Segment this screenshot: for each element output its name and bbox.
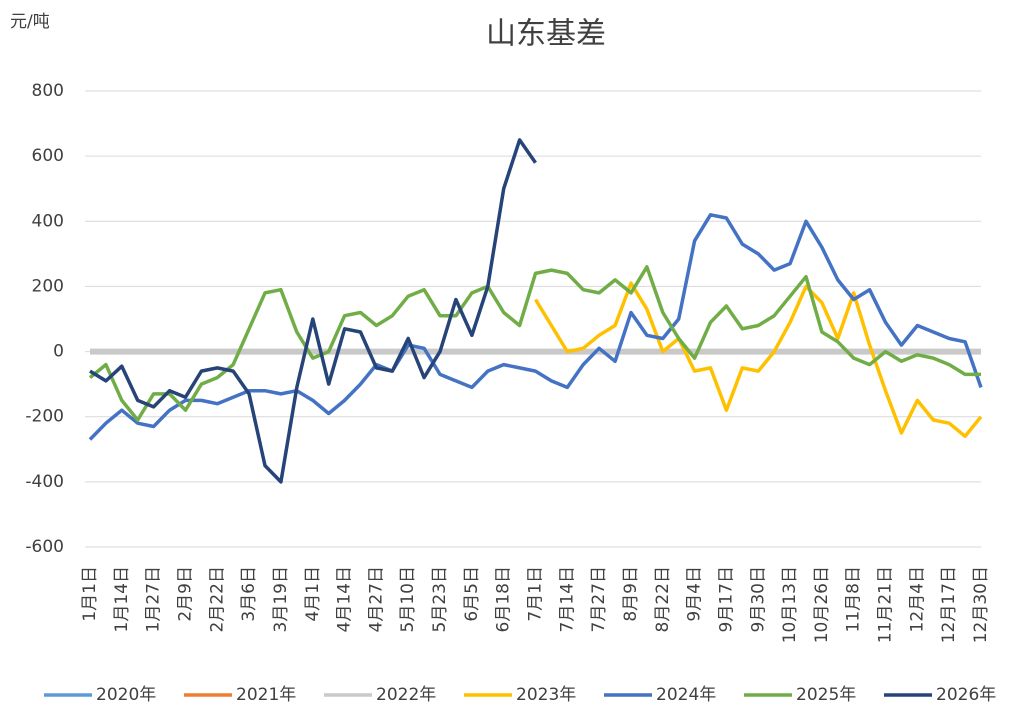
x-tick-label: 11月8日 xyxy=(844,566,864,632)
x-tick-label: 2月9日 xyxy=(175,566,195,622)
x-tick-label: 7月27日 xyxy=(589,566,609,632)
legend-label: 2023年 xyxy=(516,685,576,705)
x-tick-label: 7月1日 xyxy=(526,566,546,622)
x-tick-label: 8月9日 xyxy=(621,566,641,622)
x-tick-label: 10月26日 xyxy=(812,566,832,643)
x-tick-label: 4月27日 xyxy=(366,566,386,632)
y-tick-label: 600 xyxy=(32,146,64,166)
x-tick-label: 1月1日 xyxy=(80,566,100,622)
series-line xyxy=(88,265,981,422)
series-line xyxy=(534,281,983,439)
y-tick-label: 200 xyxy=(32,276,64,296)
x-tick-label: 2月22日 xyxy=(207,566,227,632)
chart-title: 山东基差 xyxy=(486,17,606,52)
y-tick-label: -200 xyxy=(25,407,64,427)
y-axis-label: 元/吨 xyxy=(10,12,50,32)
x-tick-label: 6月18日 xyxy=(494,566,514,632)
x-tick-label: 8月22日 xyxy=(653,566,673,632)
x-tick-label: 4月14日 xyxy=(335,566,355,632)
x-tick-label: 10月13日 xyxy=(780,566,800,643)
legend-label: 2024年 xyxy=(656,685,716,705)
x-tick-label: 7月14日 xyxy=(557,566,577,632)
x-tick-label: 6月5日 xyxy=(462,566,482,622)
legend-label: 2020年 xyxy=(96,685,156,705)
x-tick-label: 5月10日 xyxy=(398,566,418,632)
x-tick-label: 9月30日 xyxy=(748,566,768,632)
x-tick-label: 11月21日 xyxy=(876,566,896,643)
series-line xyxy=(89,138,537,484)
legend-label: 2025年 xyxy=(796,685,856,705)
x-tick-label: 12月4日 xyxy=(907,566,927,632)
x-tick-label: 12月30日 xyxy=(971,566,991,643)
x-tick-label: 1月14日 xyxy=(112,566,132,632)
y-tick-label: -600 xyxy=(25,537,64,557)
x-tick-label: 9月17日 xyxy=(716,566,736,632)
y-tick-label: 400 xyxy=(32,211,64,231)
x-tick-label: 4月1日 xyxy=(303,566,323,622)
y-tick-label: 800 xyxy=(32,81,64,101)
y-tick-label: -400 xyxy=(25,472,64,492)
legend-label: 2021年 xyxy=(236,685,296,705)
x-tick-label: 5月23日 xyxy=(430,566,450,632)
x-tick-label: 3月19日 xyxy=(271,566,291,632)
x-tick-label: 1月27日 xyxy=(144,566,164,632)
legend-label: 2026年 xyxy=(936,685,996,705)
series-line xyxy=(88,213,983,441)
x-tick-label: 12月17日 xyxy=(939,566,959,643)
x-tick-label: 3月6日 xyxy=(239,566,259,622)
y-tick-label: 0 xyxy=(53,342,64,362)
legend-label: 2022年 xyxy=(376,685,436,705)
x-tick-label: 9月4日 xyxy=(685,566,705,622)
